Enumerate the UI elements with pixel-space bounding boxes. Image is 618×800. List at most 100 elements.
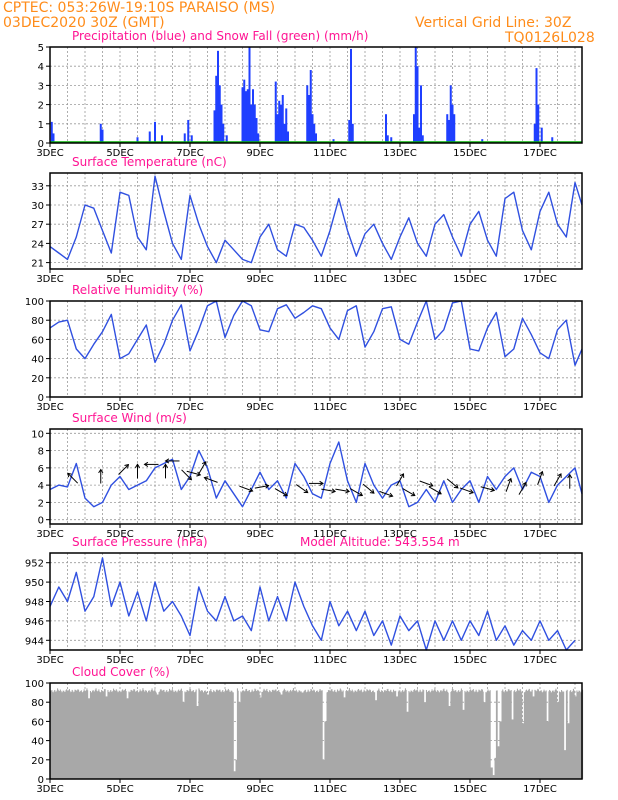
- cloud-bar: [141, 691, 143, 779]
- cloud-bar: [333, 691, 335, 779]
- cloud-bar: [138, 692, 140, 779]
- wind-arrow: [254, 483, 270, 489]
- cloud-bar: [556, 690, 558, 779]
- cloud-bar: [231, 690, 233, 779]
- wind-arrow: [335, 488, 351, 494]
- cloud-bar: [503, 692, 505, 779]
- cloud-bar: [87, 698, 89, 779]
- wind-arrow: [164, 458, 180, 464]
- cloud-bar: [340, 689, 342, 779]
- cloud-bar: [545, 690, 547, 779]
- cloud-bar: [512, 719, 514, 779]
- x-tick-label: 3DEC: [36, 529, 63, 540]
- wind-arrow-shaft: [553, 473, 562, 487]
- cloud-bar: [82, 692, 84, 779]
- cloud-bar: [238, 702, 240, 779]
- cloud-bar: [540, 690, 542, 779]
- precip-bar: [248, 47, 251, 143]
- cloud-bar: [484, 702, 486, 779]
- x-tick-label: 5DEC: [106, 784, 133, 795]
- cloud-bar: [283, 688, 285, 779]
- cloud-bar: [110, 690, 112, 779]
- cloud-bar: [159, 689, 161, 779]
- wind-arrow-head: [522, 481, 527, 487]
- x-tick-label: 17DEC: [523, 784, 557, 795]
- cloud-bar: [524, 692, 526, 779]
- cloud-bar: [145, 690, 147, 779]
- cloud-bar: [483, 702, 485, 779]
- x-tick-label: 17DEC: [523, 655, 557, 666]
- cloud-bar: [107, 690, 109, 779]
- cloud-bar: [62, 690, 64, 779]
- cloud-bar: [509, 691, 511, 779]
- cloud-bar: [357, 689, 359, 779]
- wind-arrow-shaft: [198, 461, 207, 475]
- precip-bar: [243, 79, 246, 143]
- cloud-bar: [318, 692, 320, 779]
- wind-arrow: [321, 488, 337, 494]
- cloud-bar: [529, 691, 531, 779]
- cloud-bar: [206, 691, 208, 779]
- cloud-bar: [75, 690, 77, 779]
- cloud-bar: [150, 689, 152, 779]
- x-tick-label: 3DEC: [36, 402, 63, 413]
- cloud-bar: [543, 689, 545, 779]
- cloud-bar: [183, 702, 185, 779]
- wind-arrow: [134, 463, 141, 479]
- wind-arrow-shaft: [379, 490, 393, 497]
- cloud-bar: [155, 691, 157, 779]
- precip-bar: [351, 123, 354, 143]
- wind-arrow-shaft: [274, 488, 288, 496]
- precip-bar: [413, 114, 415, 143]
- cloud-bar: [157, 694, 159, 779]
- cloud-bar: [388, 691, 390, 779]
- cloud-bar: [565, 690, 567, 779]
- cloud-bar: [79, 692, 81, 779]
- cloud-bar: [170, 690, 172, 779]
- cloud-bar: [330, 689, 332, 779]
- cloud-bar: [452, 689, 454, 779]
- cloud-bar: [123, 690, 125, 779]
- cloud-bar: [361, 691, 363, 779]
- cloud-bar: [182, 702, 184, 779]
- y-tick-label: 80: [31, 698, 44, 709]
- cloud-bar: [530, 692, 532, 779]
- cloud-bar: [429, 692, 431, 779]
- cloud-bar: [171, 690, 173, 779]
- cloud-bar: [59, 690, 61, 779]
- x-tick-label: 5DEC: [106, 148, 133, 159]
- cloud-bar: [297, 692, 299, 779]
- cloud-bar: [354, 690, 356, 779]
- cloud-bar: [500, 721, 502, 779]
- precip-bar: [446, 114, 449, 143]
- cloud-bar: [345, 691, 347, 779]
- wind-arrow-shaft: [428, 486, 442, 495]
- cloud-bar: [473, 691, 475, 779]
- x-tick-label: 9DEC: [246, 784, 273, 795]
- precip-bar: [287, 131, 289, 143]
- cloud-bar: [360, 689, 362, 779]
- cloud-bar: [456, 692, 458, 779]
- wind-arrow: [309, 480, 324, 487]
- y-tick-label: 946: [25, 617, 44, 628]
- cloud-bar: [116, 690, 118, 779]
- wind-arrow-shaft: [204, 477, 218, 483]
- cloud-bar: [527, 690, 529, 779]
- cloud-bar: [255, 689, 257, 779]
- grid-note: Vertical Grid Line: 30Z: [415, 15, 572, 31]
- cloud-bar: [140, 691, 142, 779]
- cloud-bar: [89, 690, 91, 779]
- cloud-bar: [195, 689, 197, 779]
- cloud-bar: [364, 691, 366, 779]
- cloud-bar: [58, 691, 60, 779]
- cloud-bar: [232, 692, 234, 779]
- cloud-bar: [99, 691, 101, 779]
- cloud-bar: [497, 746, 499, 779]
- cloud-bar: [485, 692, 487, 779]
- cloud-bar: [444, 691, 446, 779]
- cloud-bar: [229, 691, 231, 779]
- wind-arrow: [419, 480, 434, 488]
- cloud-bar: [289, 690, 291, 779]
- cloud-bar: [467, 692, 469, 779]
- cloud-bar: [467, 690, 469, 779]
